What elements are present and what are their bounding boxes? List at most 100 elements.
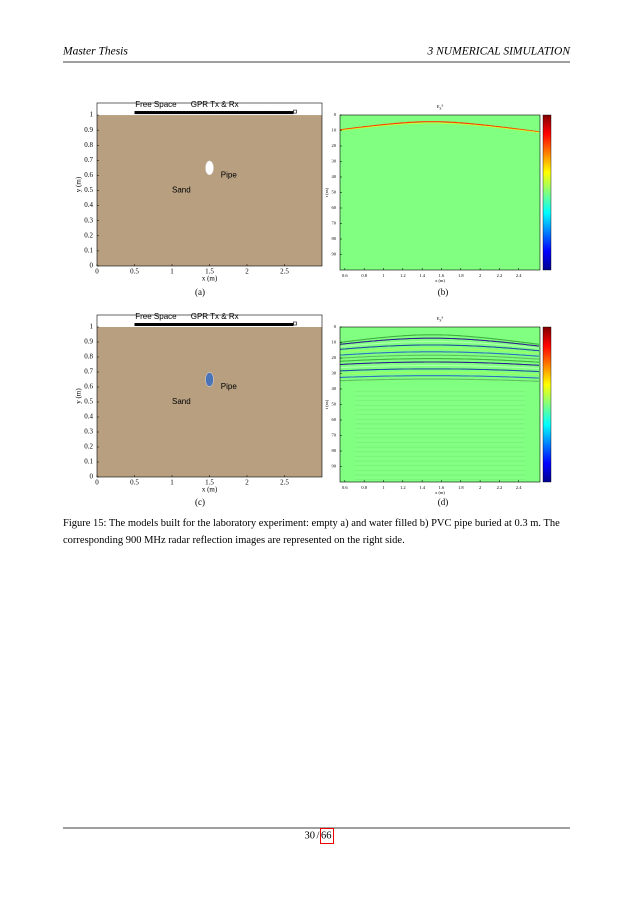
antenna-element: [167, 323, 171, 326]
antenna-element: [239, 323, 243, 326]
y-tick-label: 0.6: [84, 383, 93, 391]
x-tick-label: 2: [245, 268, 249, 276]
page-link[interactable]: [320, 828, 334, 844]
antenna-element: [167, 111, 171, 115]
antenna-element: [197, 111, 201, 115]
antenna-element: [257, 323, 261, 326]
antenna-element: [164, 323, 168, 326]
antenna-element: [251, 323, 255, 326]
x-tick-label: 1.6: [439, 273, 445, 278]
x-tick-label: 1.2: [400, 273, 406, 278]
antenna-element: [185, 323, 189, 326]
title-sup: s: [441, 103, 443, 108]
antenna-element: [152, 323, 156, 326]
x-tick-label: 2: [479, 273, 481, 278]
y-tick-label: 1: [90, 323, 94, 331]
antenna-element: [281, 111, 285, 115]
antenna-element: [224, 111, 228, 115]
y-tick-label: 0.2: [84, 443, 93, 451]
antenna-element: [236, 111, 240, 115]
y-tick-label: 20: [332, 355, 337, 360]
free-space-label: Free Space: [135, 100, 177, 109]
x-tick-label: 1: [382, 485, 384, 490]
antenna-end: [293, 321, 297, 326]
antenna-element: [182, 111, 186, 115]
antenna-element: [233, 111, 237, 115]
antenna-element: [179, 323, 183, 326]
y-tick-label: 90: [332, 252, 337, 257]
antenna-element: [227, 323, 231, 326]
header-left: Master Thesis: [62, 46, 128, 58]
pipe: [205, 372, 214, 387]
antenna-element: [245, 323, 249, 326]
y-tick-label: 0: [334, 324, 337, 329]
antenna-element: [275, 323, 279, 326]
y-tick-label: 0: [90, 262, 94, 270]
reflection: [339, 347, 540, 354]
page-total[interactable]: 66: [321, 830, 332, 841]
antenna-element: [269, 111, 273, 115]
antenna-element: [242, 111, 246, 115]
antenna-element: [221, 111, 225, 115]
x-tick-label: 1.6: [439, 485, 445, 490]
x-tick-label: 2.2: [497, 485, 503, 490]
reflection: [339, 337, 540, 347]
page-number: 30: [305, 830, 316, 841]
x-tick-label: 2.5: [280, 268, 289, 276]
reflection: [339, 364, 540, 369]
reflection: [340, 378, 539, 382]
antenna-element: [140, 111, 144, 115]
y-tick-label: 90: [332, 464, 337, 469]
x-axis-label: x (m): [202, 486, 218, 494]
y-tick-label: 30: [332, 159, 337, 164]
antenna-element: [134, 111, 138, 115]
pipe: [205, 160, 214, 176]
antenna-element: [188, 111, 192, 115]
sand: [97, 327, 322, 477]
reflection: [339, 351, 540, 357]
y-tick-label: 10: [332, 340, 337, 345]
x-tick-label: 1.5: [205, 479, 214, 487]
antenna-element: [206, 111, 210, 115]
x-tick-label: 1.8: [458, 485, 464, 490]
antenna-element: [245, 111, 249, 115]
antenna-element: [263, 111, 267, 115]
y-axis-label: t (ns): [324, 187, 329, 197]
y-tick-label: 0.6: [84, 171, 93, 179]
antenna-element: [143, 323, 147, 326]
antenna-element: [218, 323, 222, 326]
title-sup: s: [441, 315, 443, 320]
y-tick-label: 70: [332, 433, 337, 438]
y-tick-label: 0.9: [84, 338, 93, 346]
antenna-element: [185, 111, 189, 115]
y-tick-label: 60: [332, 417, 337, 422]
y-tick-label: 0.5: [84, 398, 93, 406]
panel-label: (a): [195, 287, 205, 297]
sand: [97, 115, 322, 267]
antenna-element: [158, 323, 162, 326]
panel-label: (d): [438, 497, 449, 507]
antenna-element: [209, 111, 213, 115]
sand-label: Sand: [172, 397, 191, 406]
y-axis-label: y (m): [75, 176, 83, 192]
antenna-element: [146, 323, 150, 326]
y-tick-label: 50: [332, 190, 337, 195]
y-tick-label: 0.1: [84, 458, 93, 466]
antenna-element: [191, 111, 195, 115]
y-tick-label: 0.3: [84, 428, 93, 436]
antenna-element: [215, 323, 219, 326]
antenna-element: [227, 111, 231, 115]
antenna-element: [287, 323, 291, 326]
x-tick-label: 1.4: [419, 485, 425, 490]
antenna-element: [143, 111, 147, 115]
x-tick-label: 1.5: [205, 268, 214, 276]
antenna-element: [173, 323, 177, 326]
reflection: [339, 121, 540, 133]
antenna-element: [149, 111, 153, 115]
y-axis-label: t (ns): [324, 399, 329, 409]
antenna-element: [284, 111, 288, 115]
page-separator: /: [317, 830, 320, 841]
colorbar: [542, 326, 552, 483]
x-axis-label: x (m): [435, 278, 445, 283]
reflection: [339, 371, 540, 376]
